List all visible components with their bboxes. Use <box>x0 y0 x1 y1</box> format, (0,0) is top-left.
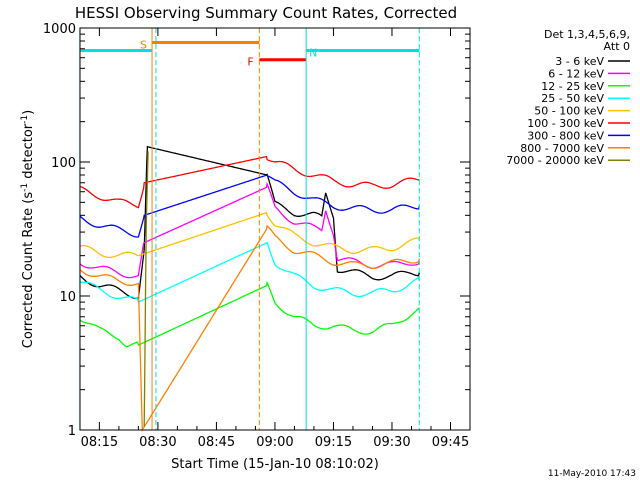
legend-label-8: 800 - 7000 keV <box>520 142 604 155</box>
series-line-1-part-1 <box>79 145 420 299</box>
plot-frame <box>79 27 471 431</box>
x-axis-label: Start Time (15-Jan-10 08:10:02) <box>171 457 379 472</box>
mode-bar-label-n: N <box>309 46 317 59</box>
legend-label-4: 25 - 50 keV <box>541 92 604 105</box>
x-tick-label-4: 09:00 <box>256 435 293 450</box>
axis-layer: 08:15 08:30 08:45 09:00 09:15 09:30 09:45 1 10 10… <box>43 22 470 450</box>
series-line-8-part-1 <box>79 224 420 433</box>
x-tick-label-2: 08:30 <box>139 435 176 450</box>
legend-label-3: 12 - 25 keV <box>541 80 604 93</box>
x-tick-label-7: 09:45 <box>432 435 469 450</box>
legend-label-7: 300 - 800 keV <box>527 129 604 142</box>
legend-label-1: 3 - 6 keV <box>555 55 604 68</box>
mode-bar-label-f: F <box>247 56 253 69</box>
vline-layer <box>79 28 420 430</box>
y-axis-label-end: ) <box>21 110 36 115</box>
bar-layer: S F N <box>79 38 420 69</box>
y-axis-label-main: Corrected Count Rate (s <box>21 192 36 349</box>
series-line-6-part-1 <box>79 155 420 209</box>
y-axis-label: Corrected Count Rate (s-1 detector-1) <box>20 110 36 348</box>
legend-label-6: 100 - 300 keV <box>527 117 604 130</box>
y-axis-label-sup-2: -1 <box>20 115 30 124</box>
timestamp: 11-May-2010 17:43 <box>548 469 636 479</box>
series-line-9-part-1 <box>143 151 149 427</box>
mode-bar-label-s: S <box>140 38 147 51</box>
series-line-3-part-1 <box>79 280 420 348</box>
legend-label-5: 50 - 100 keV <box>534 105 604 118</box>
x-tick-label-1: 08:15 <box>81 435 118 450</box>
series-line-5-part-1 <box>79 211 420 259</box>
y-tick-label-1: 1 <box>68 424 76 439</box>
series-line-4-part-1 <box>79 241 420 304</box>
legend-header-1: Det 1,3,4,5,6,9, <box>544 28 630 41</box>
legend-header-2: Att 0 <box>604 40 630 53</box>
y-tick-label-2: 10 <box>59 290 76 305</box>
legend-label-2: 6 - 12 keV <box>548 67 604 80</box>
chart-title: HESSI Observing Summary Count Rates, Cor… <box>75 4 457 22</box>
series-line-7-part-1 <box>79 174 420 238</box>
y-tick-label-3: 100 <box>51 156 76 171</box>
legend-label-9: 7000 - 20000 keV <box>506 154 604 167</box>
y-tick-label-4: 1000 <box>43 22 76 37</box>
y-axis-label-mid: detector <box>21 123 36 183</box>
y-axis-label-sup-1: -1 <box>20 183 30 192</box>
x-tick-label-3: 08:45 <box>198 435 235 450</box>
series-line-2-part-1 <box>79 181 420 279</box>
series-layer <box>79 145 420 433</box>
x-tick-label-6: 09:30 <box>373 435 410 450</box>
x-tick-label-5: 09:15 <box>315 435 352 450</box>
